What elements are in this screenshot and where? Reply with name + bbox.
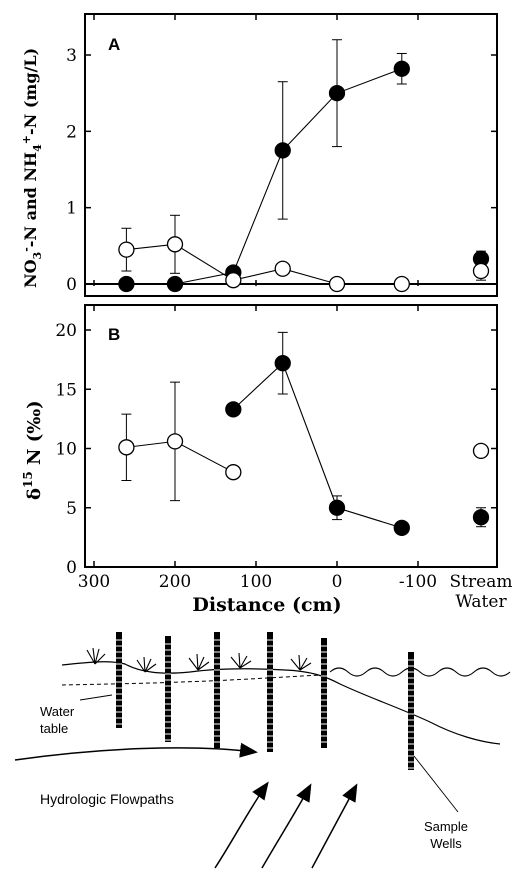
x-tick-label: 100: [240, 572, 272, 592]
open-data-point: [166, 433, 184, 450]
panel-b-label: B: [108, 325, 120, 344]
flowpath-arrow: [214, 781, 269, 869]
filled-data-point: [472, 509, 490, 526]
flowpath-arrow: [261, 783, 312, 869]
sample-wells-label-1: Sample: [424, 819, 468, 834]
filled-data-point: [225, 401, 242, 418]
x-axis-title: Distance (cm): [192, 594, 341, 616]
open-data-point: [118, 439, 135, 456]
sample-well: [321, 638, 327, 748]
plant-icon: [290, 654, 312, 671]
sample-well: [267, 632, 273, 752]
sample-well: [408, 652, 414, 770]
y-tick-label: 10: [55, 440, 77, 460]
filled-data-point: [393, 60, 410, 77]
filled-data-point: [393, 519, 410, 537]
filled-series-line: [232, 362, 402, 529]
water-table-leader: [79, 694, 113, 701]
stream-label-line1: Stream: [450, 572, 513, 592]
plant-icons: [86, 647, 312, 673]
stream-surface: [329, 667, 511, 677]
filled-data-point: [328, 499, 346, 516]
panel-b-frame: [84, 304, 498, 568]
x-tick-label: -100: [399, 572, 437, 592]
open-data-point: [393, 275, 410, 293]
plant-icon: [188, 653, 210, 671]
y-tick-label: 5: [66, 499, 77, 519]
panel-b-ylabel: δ15 N (‰): [21, 400, 45, 500]
panel-a: A 0 1 2 3: [66, 13, 498, 297]
sample-well: [165, 636, 171, 742]
flowpath-arrow: [311, 783, 358, 869]
filled-data-point: [274, 355, 291, 372]
flowpaths-label: Hydrologic Flowpaths: [40, 791, 174, 807]
open-data-point: [472, 262, 490, 280]
water-table-label-1: Water: [40, 704, 75, 719]
flowpath-arrow: [14, 742, 258, 761]
sample-well: [214, 632, 220, 748]
sample-wells-label-2: Wells: [430, 836, 462, 851]
sample-wells-leader: [413, 755, 459, 813]
y-tick-label: 3: [66, 46, 77, 66]
plant-icon: [136, 656, 157, 673]
plant-icon: [86, 647, 106, 665]
open-data-point: [274, 260, 291, 277]
filled-data-point: [118, 275, 135, 293]
open-data-point: [225, 464, 242, 481]
y-tick-label: 0: [66, 558, 77, 578]
panel-a-frame: [84, 13, 498, 297]
x-tick-label: 200: [159, 572, 191, 592]
filled-data-point: [166, 275, 184, 293]
panel-b: B 0 5 10 15 20: [55, 304, 498, 578]
open-data-point: [225, 272, 242, 289]
stream-label-line2: Water: [455, 592, 507, 612]
filled-data-point: [328, 85, 346, 102]
filled-data-point: [274, 142, 291, 159]
open-data-point: [118, 241, 135, 258]
hydrology-diagram: Water table Hydrologic Flowpaths Sample …: [14, 632, 511, 869]
x-tick-label: 0: [332, 572, 343, 592]
ground-surface: [61, 661, 501, 745]
plant-icon: [230, 652, 252, 669]
open-data-point: [328, 275, 346, 293]
panel-a-label: A: [108, 35, 120, 54]
open-series-line: [126, 243, 402, 285]
y-tick-label: 20: [55, 321, 77, 341]
water-table-label-2: table: [40, 721, 68, 736]
filled-series-line: [126, 68, 402, 285]
open-data-point: [472, 442, 490, 460]
water-table-line: [61, 674, 323, 686]
y-tick-label: 0: [66, 275, 77, 295]
sample-well: [116, 632, 122, 728]
sample-wells: [116, 632, 414, 770]
x-tick-label: 300: [78, 572, 110, 592]
panel-a-ylabel: NO3--N and NH4+-N (mg/L): [20, 48, 44, 288]
y-tick-label: 15: [55, 380, 77, 400]
y-tick-label: 2: [66, 122, 77, 142]
open-data-point: [166, 236, 184, 253]
y-tick-label: 1: [66, 199, 77, 219]
